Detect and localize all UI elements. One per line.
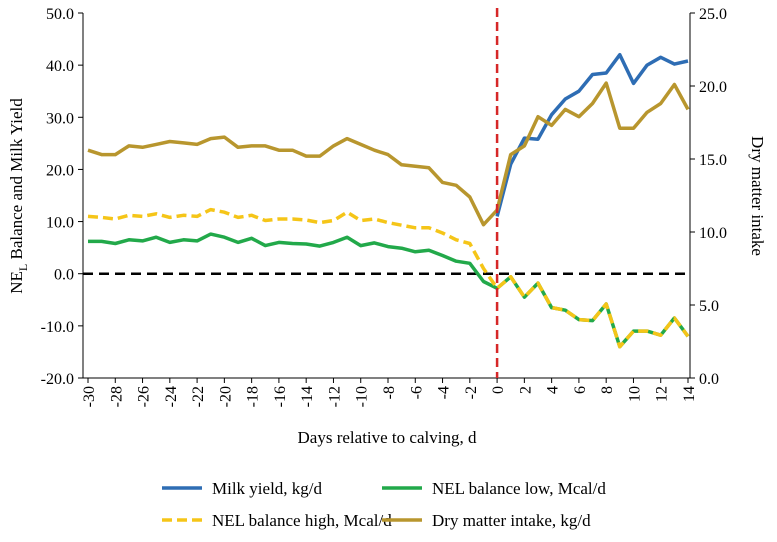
x-tick-label: 8 [599,386,616,394]
x-tick-label: -16 [272,386,289,407]
y-tick-label: -10.0 [41,319,74,336]
y-tick-label: 0.0 [54,267,74,284]
x-tick-label: -26 [136,386,153,407]
y-axis-label-part: NE [7,271,26,294]
series-line [87,81,690,227]
x-tick-label: -6 [408,386,425,399]
legend-label: Milk yield, kg/d [212,479,323,498]
y2-tick-label: 25.0 [699,6,727,23]
x-tick-label: -10 [354,386,371,407]
y2-tick-label: 20.0 [699,79,727,96]
x-tick-label: 12 [654,386,671,402]
y2-tick-label: 10.0 [699,225,727,242]
x-tick-label: -4 [436,386,453,399]
y-tick-label: 10.0 [46,215,74,232]
x-tick-label: -18 [245,386,262,407]
x-tick-label: 10 [626,386,643,402]
y2-tick-label: 5.0 [699,298,719,315]
y-tick-label: -20.0 [41,371,74,388]
x-tick-label: 4 [545,386,562,394]
legend-label: NEL balance low, Mcal/d [432,479,606,498]
x-tick-label: -22 [190,386,207,407]
x-axis-label: Days relative to calving, d [298,428,477,447]
x-tick-label: -8 [381,386,398,399]
x-tick-label: -20 [217,386,234,407]
y2-axis-label: Dry matter intake [748,136,767,256]
x-tick-label: 0 [490,386,507,394]
x-tick-label: 6 [572,386,589,394]
x-tick-label: -14 [299,386,316,407]
x-tick-label: 2 [517,386,534,394]
x-tick-label: -12 [326,386,343,407]
y-axis-label: NEL Balance and Milk Yield [7,98,30,294]
y-tick-label: 20.0 [46,162,74,179]
series-line [87,207,690,349]
y-tick-label: 30.0 [46,110,74,127]
x-tick-label: -2 [463,386,480,399]
x-tick-label: -24 [163,386,180,407]
series-line [495,52,689,217]
y2-tick-label: 15.0 [699,152,727,169]
y-axis-label-sub: L [16,264,30,271]
y-tick-label: 50.0 [46,6,74,23]
x-tick-label: -28 [108,386,125,407]
series-line [88,232,690,349]
y-tick-label: 40.0 [46,58,74,75]
y2-tick-label: 0.0 [699,371,719,388]
x-tick-label: -30 [81,386,98,407]
x-tick-label: 14 [681,386,698,402]
legend-label: NEL balance high, Mcal/d [212,511,392,530]
y-axis-label-part: Balance and Milk Yield [7,98,26,264]
legend-label: Dry matter intake, kg/d [432,511,591,530]
